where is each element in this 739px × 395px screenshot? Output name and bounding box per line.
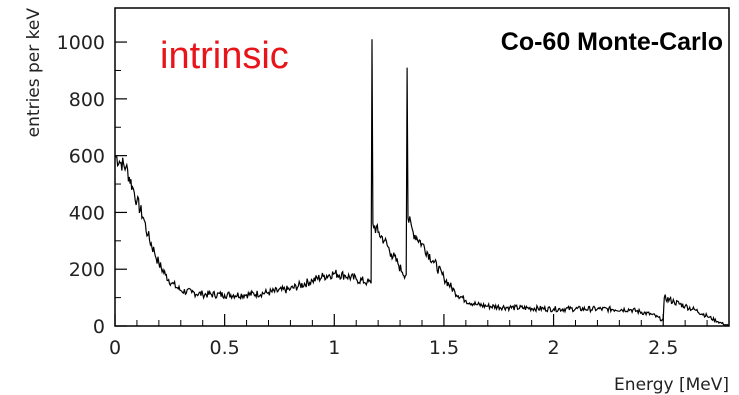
spectrum-line bbox=[114, 39, 730, 327]
y-tick-label: 200 bbox=[69, 259, 105, 281]
y-tick-label: 0 bbox=[93, 316, 105, 338]
x-axis-title: Energy [MeV] bbox=[614, 375, 729, 395]
x-axis-ticks: 0 0.5 1 1.5 2 2.5 bbox=[109, 314, 708, 359]
x-tick-label: 1 bbox=[328, 337, 340, 359]
x-tick-label: 0 bbox=[109, 337, 121, 359]
y-tick-label: 800 bbox=[69, 89, 105, 111]
plot-frame bbox=[114, 7, 730, 327]
intrinsic-label: intrinsic bbox=[160, 35, 289, 77]
x-tick-label: 0.5 bbox=[210, 337, 240, 359]
y-axis-title: entries per keV bbox=[24, 8, 44, 138]
x-tick-label: 1.5 bbox=[429, 337, 459, 359]
x-tick-label: 2 bbox=[548, 337, 560, 359]
y-tick-label: 400 bbox=[69, 202, 105, 224]
y-axis-ticks: 0 200 400 600 800 1000 bbox=[57, 32, 127, 338]
y-tick-label: 600 bbox=[69, 146, 105, 168]
x-tick-label: 2.5 bbox=[648, 337, 678, 359]
chart-title: Co-60 Monte-Carlo bbox=[501, 28, 723, 56]
y-tick-label: 1000 bbox=[57, 32, 105, 54]
